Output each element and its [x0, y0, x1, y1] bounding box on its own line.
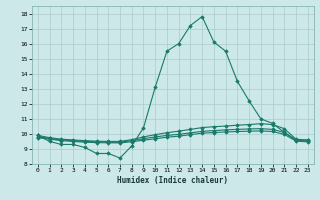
X-axis label: Humidex (Indice chaleur): Humidex (Indice chaleur) — [117, 176, 228, 185]
